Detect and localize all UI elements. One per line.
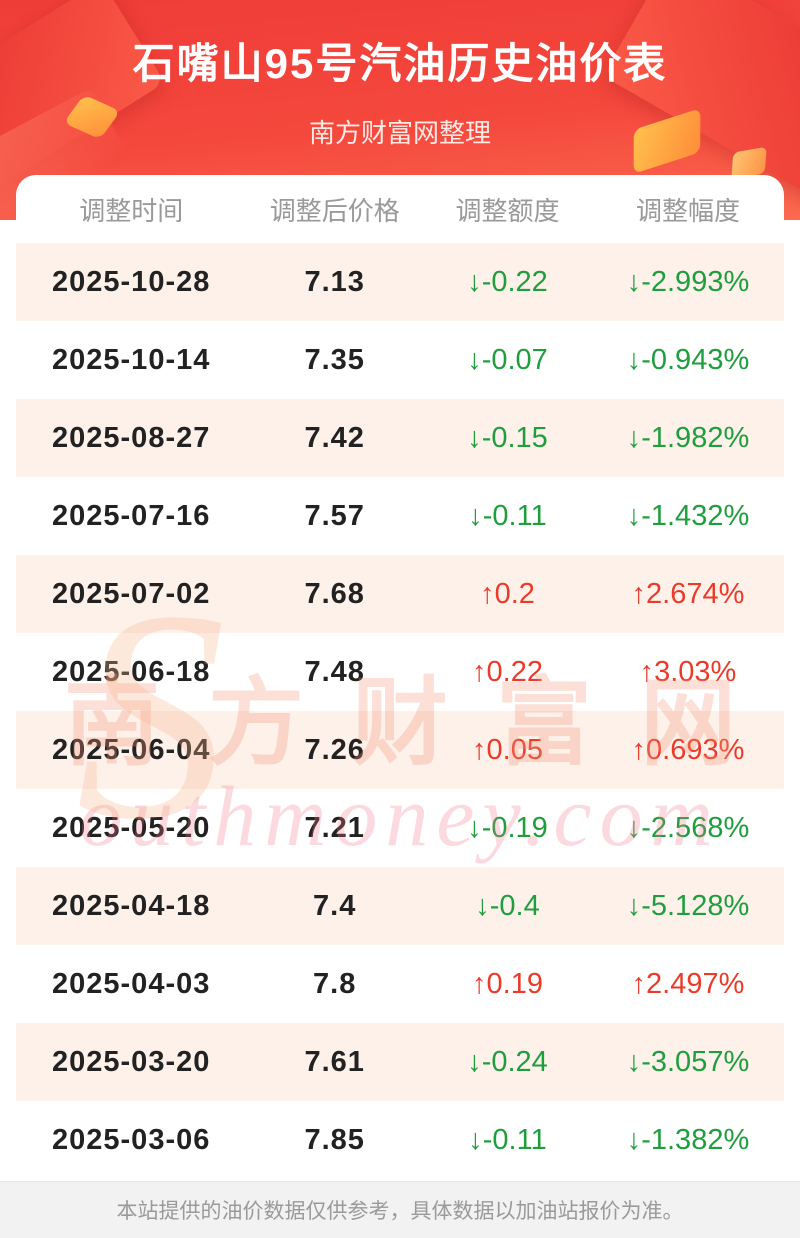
table-row: 2025-10-14 7.35 ↓-0.07 ↓-0.943% (16, 321, 784, 399)
table-row: 2025-07-16 7.57 ↓-0.11 ↓-1.432% (16, 477, 784, 555)
cell-percent: ↓-2.993% (626, 265, 750, 298)
table-row: 2025-04-03 7.8 ↑0.19 ↑2.497% (16, 945, 784, 1023)
column-header-percent: 调整幅度 (635, 195, 740, 226)
cell-price: 7.57 (304, 499, 365, 532)
cell-change: ↓-0.11 (468, 499, 547, 532)
cell-date: 2025-10-28 (52, 265, 211, 298)
cell-change: ↓-0.22 (467, 265, 548, 298)
cell-date: 2025-04-03 (52, 967, 211, 1000)
cell-percent: ↓-1.982% (626, 421, 750, 454)
cell-date: 2025-06-04 (52, 733, 211, 766)
cell-percent: ↓-5.128% (626, 889, 750, 922)
cell-date: 2025-07-16 (52, 499, 211, 532)
cell-price: 7.13 (304, 265, 365, 298)
cell-change: ↓-0.11 (468, 1123, 547, 1156)
cell-date: 2025-10-14 (52, 343, 211, 376)
cell-change: ↓-0.19 (467, 811, 548, 844)
footer-note: 本站提供的油价数据仅供参考，具体数据以加油站报价为准。 (0, 1181, 800, 1238)
column-header-date: 调整时间 (79, 195, 184, 226)
table-row: 2025-07-02 7.68 ↑0.2 ↑2.674% (16, 555, 784, 633)
cell-percent: ↑3.03% (639, 655, 737, 688)
cell-change: ↑0.19 (472, 967, 543, 1000)
cell-date: 2025-05-20 (52, 811, 211, 844)
cell-percent: ↓-1.432% (626, 499, 750, 532)
cell-percent: ↓-0.943% (626, 343, 750, 376)
cell-percent: ↑0.693% (631, 733, 745, 766)
table-row: 2025-10-28 7.13 ↓-0.22 ↓-2.993% (16, 243, 784, 321)
cell-change: ↓-0.24 (467, 1045, 548, 1078)
cell-price: 7.21 (304, 811, 365, 844)
column-header-change: 调整额度 (455, 195, 560, 226)
table-row: 2025-04-18 7.4 ↓-0.4 ↓-5.128% (16, 867, 784, 945)
price-table-card: S 南方财富网 outhmoney.com 调整时间 调整后价格 调整额度 调整… (16, 175, 784, 1183)
cell-date: 2025-04-18 (52, 889, 211, 922)
cell-price: 7.61 (304, 1045, 365, 1078)
cell-price: 7.48 (304, 655, 365, 688)
cell-percent: ↓-2.568% (626, 811, 750, 844)
price-table: 调整时间 调整后价格 调整额度 调整幅度 2025-10-28 7.13 ↓-0.2… (16, 175, 784, 1179)
table-row: 2025-06-04 7.26 ↑0.05 ↑0.693% (16, 711, 784, 789)
cell-price: 7.26 (304, 733, 365, 766)
cell-percent: ↓-3.057% (626, 1045, 750, 1078)
table-row: 2025-03-20 7.61 ↓-0.24 ↓-3.057% (16, 1023, 784, 1101)
cell-change: ↓-0.4 (475, 889, 540, 922)
cell-date: 2025-08-27 (52, 421, 211, 454)
cell-date: 2025-03-20 (52, 1045, 211, 1078)
column-header-price: 调整后价格 (269, 195, 400, 226)
table-row: 2025-08-27 7.42 ↓-0.15 ↓-1.982% (16, 399, 784, 477)
price-table-body: 2025-10-28 7.13 ↓-0.22 ↓-2.993% 2025-10-14 7.… (16, 243, 784, 1179)
cell-percent: ↑2.674% (631, 577, 745, 610)
cell-price: 7.4 (313, 889, 357, 922)
page-title: 石嘴山95号汽油历史油价表 (132, 40, 668, 87)
cell-percent: ↑2.497% (631, 967, 745, 1000)
page-subtitle: 南方财富网整理 (308, 118, 491, 148)
cell-date: 2025-03-06 (52, 1123, 211, 1156)
cell-price: 7.8 (313, 967, 357, 1000)
cell-price: 7.35 (304, 343, 365, 376)
cell-price: 7.85 (304, 1123, 365, 1156)
table-row: 2025-05-20 7.21 ↓-0.19 ↓-2.568% (16, 789, 784, 867)
cell-percent: ↓-1.382% (626, 1123, 750, 1156)
cell-date: 2025-06-18 (52, 655, 211, 688)
table-header-row: 调整时间 调整后价格 调整额度 调整幅度 (16, 175, 784, 243)
cell-change: ↑0.22 (472, 655, 543, 688)
table-header: 调整时间 调整后价格 调整额度 调整幅度 (16, 175, 784, 243)
cell-date: 2025-07-02 (52, 577, 211, 610)
cell-change: ↓-0.07 (467, 343, 548, 376)
cell-price: 7.68 (304, 577, 365, 610)
cell-change: ↓-0.15 (467, 421, 548, 454)
cell-change: ↑0.2 (480, 577, 535, 610)
table-row: 2025-03-06 7.85 ↓-0.11 ↓-1.382% (16, 1101, 784, 1179)
table-row: 2025-06-18 7.48 ↑0.22 ↑3.03% (16, 633, 784, 711)
cell-price: 7.42 (304, 421, 365, 454)
cell-change: ↑0.05 (472, 733, 543, 766)
